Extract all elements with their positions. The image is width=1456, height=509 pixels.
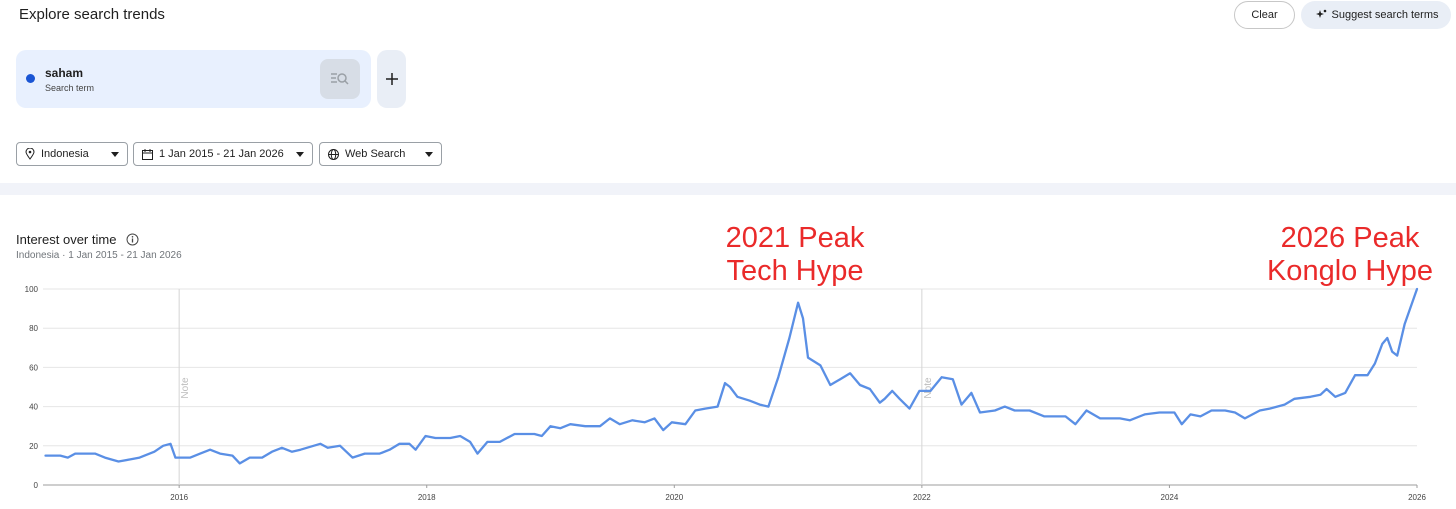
note-label: Note: [923, 377, 934, 399]
location-filter[interactable]: Indonesia: [16, 142, 128, 166]
suggest-label: Suggest search terms: [1331, 9, 1439, 21]
plus-icon: [385, 73, 398, 85]
x-tick-label: 2016: [170, 493, 188, 502]
filter-label: Indonesia: [41, 148, 89, 160]
info-icon[interactable]: [126, 233, 139, 246]
x-tick-label: 2022: [913, 493, 931, 502]
note-label: Note: [180, 377, 191, 399]
series-line: [44, 287, 1419, 465]
filter-label: Web Search: [345, 148, 406, 160]
x-tick-label: 2024: [1161, 493, 1179, 502]
y-tick-label: 40: [29, 403, 38, 412]
x-tick-label: 2020: [665, 493, 683, 502]
suggest-button[interactable]: Suggest search terms: [1301, 1, 1451, 29]
annotation: Tech Hype: [726, 255, 863, 287]
caret: [111, 151, 119, 157]
suggest-icon: [1315, 9, 1326, 18]
search-glyph: [331, 73, 349, 85]
caret: [296, 151, 304, 157]
y-tick-label: 60: [29, 363, 38, 372]
clear-button[interactable]: Clear: [1234, 1, 1295, 29]
y-tick-label: 0: [34, 481, 39, 490]
filter-label: 1 Jan 2015 - 21 Jan 2026: [159, 148, 284, 160]
annotation: 2026 Peak: [1281, 222, 1420, 254]
section-divider: [0, 183, 1456, 195]
term-name: saham: [45, 66, 84, 80]
search-icon[interactable]: [320, 59, 360, 99]
term-dot: [26, 74, 35, 83]
caret: [425, 151, 433, 157]
y-tick-label: 100: [25, 285, 39, 294]
chart-subtitle: Indonesia · 1 Jan 2015 - 21 Jan 2026: [16, 250, 182, 261]
chart-title: Interest over time: [16, 231, 139, 247]
calendar-icon: [142, 148, 153, 160]
date-filter[interactable]: 1 Jan 2015 - 21 Jan 2026: [133, 142, 313, 166]
x-tick-label: 2018: [418, 493, 436, 502]
y-tick-label: 80: [29, 324, 38, 333]
pin-icon: [25, 148, 35, 160]
chart-title-text: Interest over time: [16, 232, 117, 247]
annotation: 2021 Peak: [726, 222, 865, 254]
property-filter[interactable]: Web Search: [319, 142, 442, 166]
search-term-chip[interactable]: saham Search term: [16, 50, 371, 108]
annotation: Konglo Hype: [1267, 255, 1433, 287]
page-title: Explore search trends: [19, 6, 165, 23]
y-tick-label: 20: [29, 442, 38, 451]
x-tick-label: 2026: [1408, 493, 1426, 502]
term-kind: Search term: [45, 83, 95, 93]
globe-icon: [328, 148, 339, 160]
add-term-button[interactable]: [377, 50, 406, 108]
